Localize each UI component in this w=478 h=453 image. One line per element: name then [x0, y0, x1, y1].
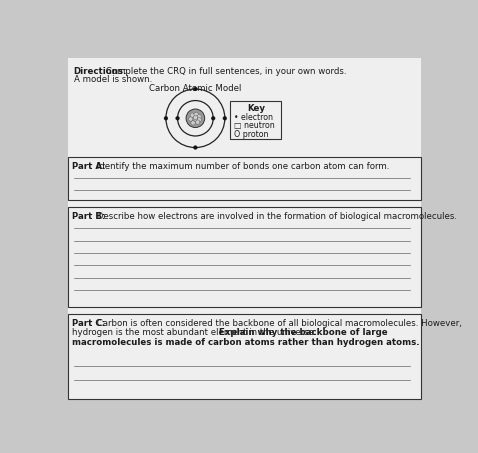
Text: Directions:: Directions: [74, 67, 127, 76]
Circle shape [190, 113, 195, 117]
Text: hydrogen is the most abundant element in the universe.: hydrogen is the most abundant element in… [72, 328, 320, 337]
Circle shape [175, 116, 179, 120]
Text: Part C:: Part C: [72, 319, 105, 328]
FancyBboxPatch shape [67, 58, 421, 400]
Text: Explain why the backbone of large: Explain why the backbone of large [219, 328, 388, 337]
Circle shape [211, 116, 215, 120]
Text: O proton: O proton [234, 130, 269, 139]
Circle shape [193, 116, 197, 120]
Circle shape [197, 115, 201, 119]
Circle shape [196, 120, 200, 124]
Circle shape [186, 109, 205, 127]
Circle shape [188, 117, 193, 121]
Text: Carbon Atomic Model: Carbon Atomic Model [149, 84, 241, 93]
Circle shape [194, 112, 198, 116]
Text: Key: Key [247, 104, 265, 113]
FancyBboxPatch shape [67, 314, 421, 399]
Text: Part B:: Part B: [72, 212, 106, 221]
Text: □ neutron: □ neutron [234, 121, 275, 130]
Text: Part A:: Part A: [72, 162, 106, 171]
Circle shape [197, 118, 201, 122]
FancyBboxPatch shape [230, 101, 282, 139]
FancyBboxPatch shape [67, 207, 421, 307]
Circle shape [193, 117, 197, 121]
Circle shape [194, 87, 197, 91]
FancyBboxPatch shape [67, 157, 421, 200]
Text: • electron: • electron [234, 113, 273, 122]
Circle shape [191, 121, 195, 125]
Text: Describe how electrons are involved in the formation of biological macromolecule: Describe how electrons are involved in t… [94, 212, 457, 221]
Text: Complete the CRQ in full sentences, in your own words.: Complete the CRQ in full sentences, in y… [103, 67, 347, 76]
Circle shape [164, 116, 168, 120]
Circle shape [194, 145, 197, 149]
Text: A model is shown.: A model is shown. [74, 75, 152, 84]
Text: Identify the maximum number of bonds one carbon atom can form.: Identify the maximum number of bonds one… [94, 162, 389, 171]
Circle shape [223, 116, 227, 120]
Text: Carbon is often considered the backbone of all biological macromolecules. Howeve: Carbon is often considered the backbone … [94, 319, 462, 328]
Text: macromolecules is made of carbon atoms rather than hydrogen atoms.: macromolecules is made of carbon atoms r… [72, 338, 420, 347]
